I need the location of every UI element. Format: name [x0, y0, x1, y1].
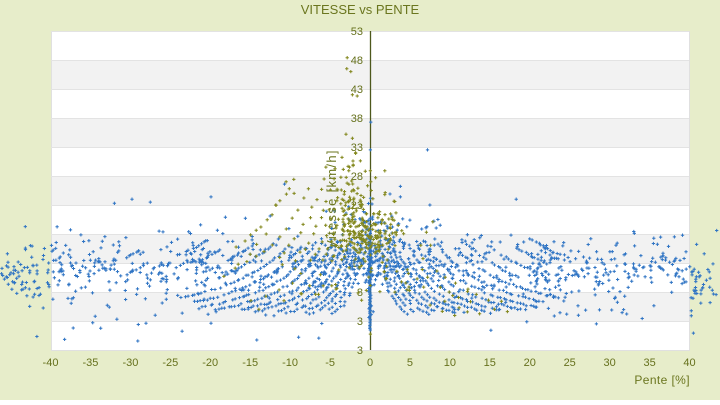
svg-text:40: 40 — [683, 357, 695, 369]
svg-text:8: 8 — [357, 287, 363, 299]
svg-text:20: 20 — [524, 357, 536, 369]
svg-text:3: 3 — [357, 345, 363, 357]
svg-text:38: 38 — [351, 113, 363, 125]
svg-text:33: 33 — [351, 142, 363, 154]
svg-text:3: 3 — [357, 316, 363, 328]
svg-text:VITESSE vs PENTE: VITESSE vs PENTE — [301, 2, 420, 17]
svg-text:35: 35 — [643, 357, 655, 369]
svg-text:5: 5 — [407, 357, 413, 369]
svg-text:-40: -40 — [43, 357, 59, 369]
svg-text:-5: -5 — [325, 357, 335, 369]
svg-text:-35: -35 — [82, 357, 98, 369]
svg-text:0: 0 — [367, 357, 373, 369]
svg-text:Pente [%]: Pente [%] — [634, 373, 690, 387]
svg-text:28: 28 — [351, 171, 363, 183]
svg-text:-30: -30 — [122, 357, 138, 369]
svg-text:25: 25 — [564, 357, 576, 369]
svg-text:53: 53 — [351, 26, 363, 38]
svg-text:-25: -25 — [162, 357, 178, 369]
svg-text:43: 43 — [351, 84, 363, 96]
svg-text:-15: -15 — [242, 357, 258, 369]
svg-text:Vitesse [km/h]: Vitesse [km/h] — [324, 149, 339, 249]
svg-text:-20: -20 — [202, 357, 218, 369]
svg-text:48: 48 — [351, 55, 363, 67]
svg-text:10: 10 — [444, 357, 456, 369]
svg-text:15: 15 — [484, 357, 496, 369]
svg-text:-10: -10 — [282, 357, 298, 369]
svg-text:30: 30 — [603, 357, 615, 369]
